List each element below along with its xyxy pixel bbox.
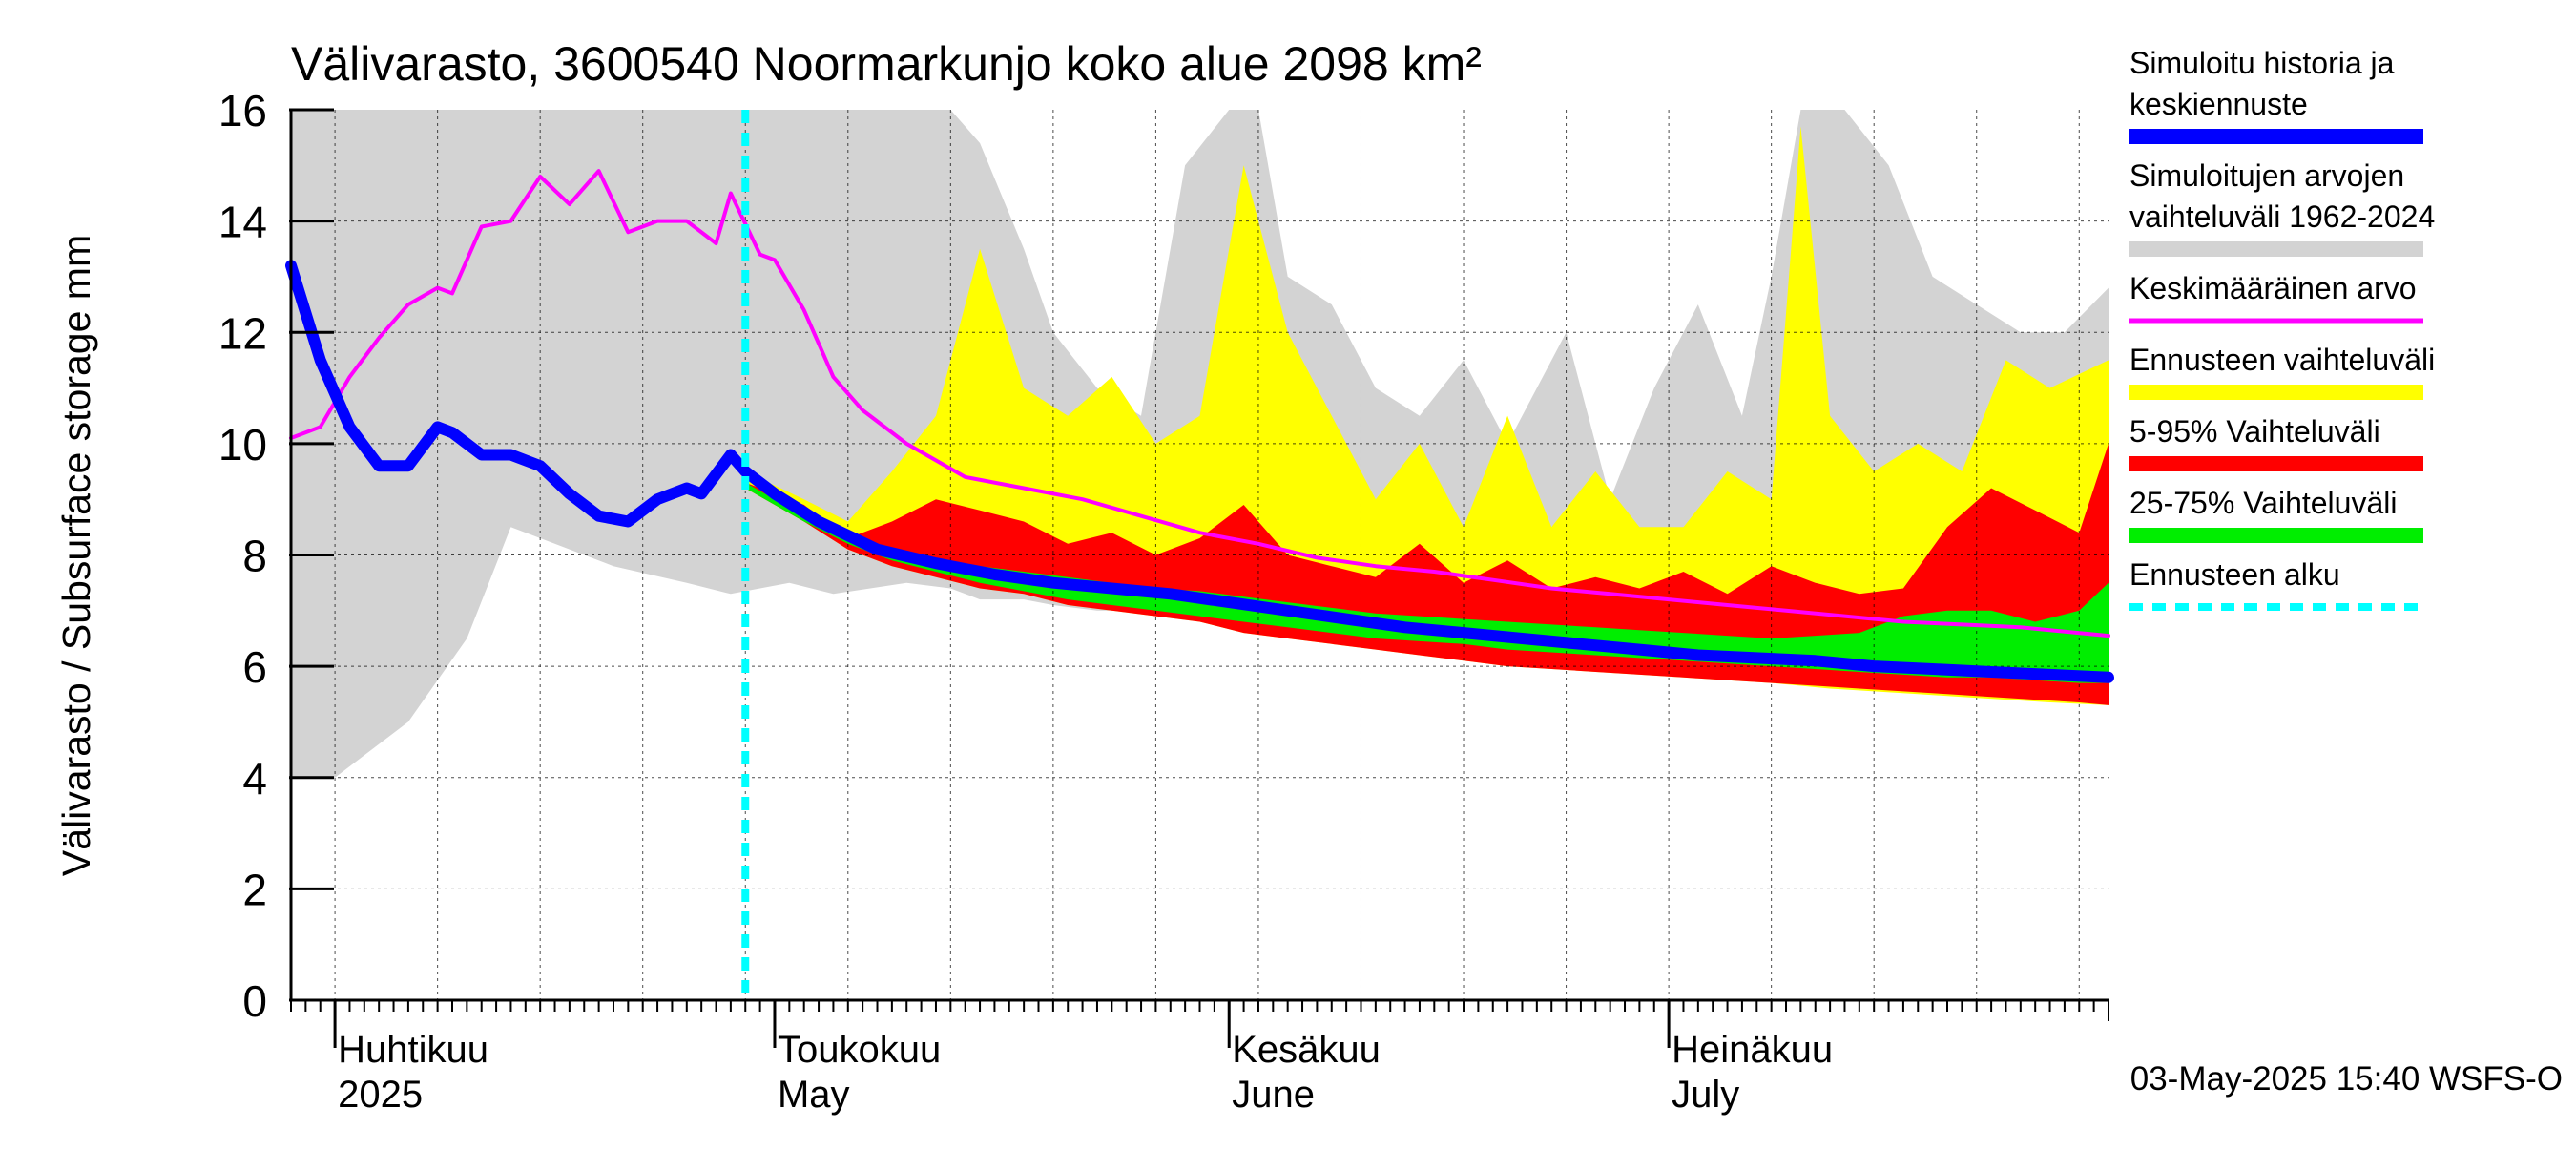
y-tick-label: 12 [218,308,267,358]
legend-label: Simuloitujen arvojen [2129,158,2404,193]
legend-label: Simuloitu historia ja [2129,46,2395,80]
legend-label: 25-75% Vaihteluväli [2129,486,2397,520]
x-month-label-en: May [778,1074,850,1116]
x-month-label-en: July [1672,1074,1739,1116]
chart-title: Välivarasto, 3600540 Noormarkunjo koko a… [291,37,1482,91]
simulated-layer [285,260,2114,683]
mean-layer [289,169,2110,638]
y-tick-label: 8 [242,532,267,581]
y-tick-label: 14 [218,198,267,247]
y-tick-label: 2 [242,865,267,914]
x-month-label: Toukokuu [778,1029,941,1071]
legend-label: Ennusteen alku [2129,557,2340,592]
y-tick-label: 0 [242,976,267,1026]
legend-label: keskiennuste [2129,87,2308,121]
x-month-label: Huhtikuu [338,1029,488,1071]
legend-label: Ennusteen vaihteluväli [2129,343,2435,377]
simulated-line [285,260,2114,683]
legend: Simuloitu historia ja keskiennuste Simuloi… [2129,46,2435,611]
legend-label: Keskimääräinen arvo [2129,271,2417,305]
y-tick-label: 4 [242,754,267,804]
x-month-label-en: 2025 [338,1074,423,1116]
mean-line [289,169,2110,638]
x-month-label: Heinäkuu [1672,1029,1833,1071]
y-tick-label: 10 [218,420,267,470]
y-axis-label: Välivarasto / Subsurface storage mm [54,235,98,876]
x-month-label-en: June [1232,1074,1315,1116]
y-tick-label: 16 [218,86,267,136]
legend-label: 5-95% Vaihteluväli [2129,414,2380,449]
y-tick-label: 6 [242,642,267,692]
grid-layer [291,110,2109,1000]
x-month-label: Kesäkuu [1232,1029,1381,1071]
legend-label: vaihteluväli 1962-2024 [2129,199,2435,234]
timestamp-text: 03-May-2025 15:40 WSFS-O [2130,1060,2563,1098]
